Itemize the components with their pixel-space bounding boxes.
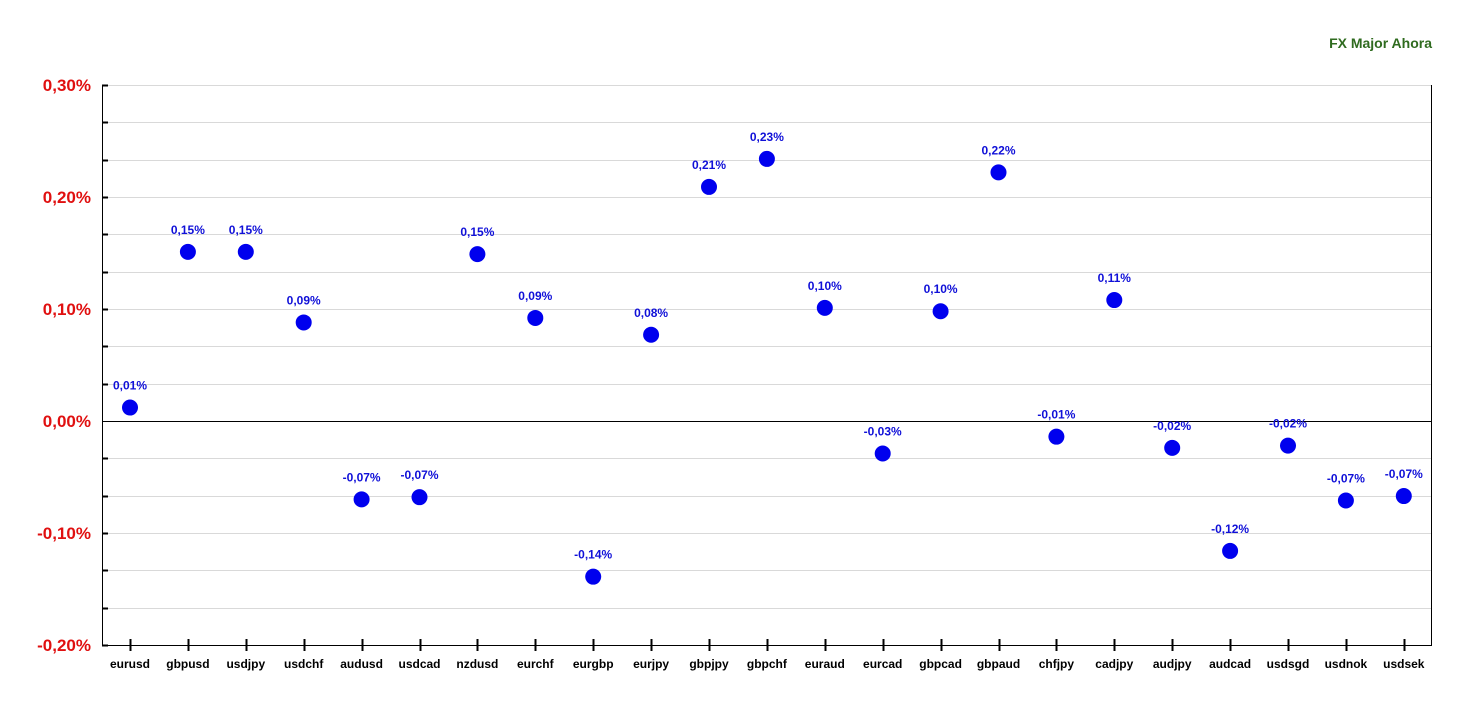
data-point [701, 178, 717, 195]
x-axis-ticks: eurusd gbpusd usdjpy usdchf audusd usdcad nzdu… [110, 639, 1425, 671]
y-tick-label: -0,10% [37, 524, 91, 543]
y-axis-ticks: 0,30% 0,20% 0,10% 0,00% -0,10% -0,20% [37, 76, 108, 655]
data-label: -0,07% [400, 468, 438, 482]
data-point [874, 445, 891, 462]
x-tick-label: nzdusd [456, 657, 498, 671]
data-point [1280, 437, 1296, 454]
data-label: -0,02% [1153, 419, 1191, 433]
data-point [1222, 542, 1239, 559]
y-tick-label: 0,10% [43, 300, 91, 319]
data-label: 0,09% [287, 293, 321, 307]
data-label: -0,07% [1327, 472, 1365, 486]
data-point [122, 399, 138, 416]
gridlines [102, 85, 1432, 646]
data-point [237, 243, 254, 260]
data-label: 0,09% [518, 289, 552, 303]
data-point [990, 164, 1007, 181]
x-tick-label: audjpy [1153, 657, 1192, 671]
data-point [585, 568, 602, 585]
x-tick-label: eurchf [517, 657, 555, 671]
x-tick-label: usdchf [284, 657, 324, 671]
data-label: -0,01% [1037, 408, 1075, 422]
data-label: -0,07% [1385, 467, 1423, 481]
data-point [179, 243, 196, 260]
data-label: 0,15% [460, 225, 494, 239]
y-tick-label: 0,30% [43, 76, 91, 95]
x-tick-label: usdnok [1325, 657, 1368, 671]
data-label: 0,11% [1098, 271, 1132, 285]
x-tick-label: usdjpy [226, 657, 265, 671]
data-label: 0,10% [808, 279, 842, 293]
x-tick-label: usdsek [1383, 657, 1425, 671]
x-tick-label: euraud [805, 657, 845, 671]
x-tick-label: gbpjpy [689, 657, 729, 671]
data-label: 0,21% [692, 158, 726, 172]
data-label: -0,14% [574, 548, 612, 562]
data-point [353, 491, 370, 508]
x-tick-label: eurjpy [633, 657, 669, 671]
x-tick-label: usdcad [398, 657, 440, 671]
data-point [411, 489, 428, 506]
data-points [122, 150, 1412, 585]
x-tick-label: eurgbp [573, 657, 614, 671]
data-label: 0,22% [981, 143, 1015, 157]
data-label: 0,15% [229, 223, 263, 237]
data-label: 0,10% [924, 282, 958, 296]
x-tick-label: gbpchf [747, 657, 788, 671]
x-tick-label: cadjpy [1095, 657, 1133, 671]
data-label: -0,03% [864, 424, 902, 438]
data-point [1048, 428, 1065, 445]
data-point [295, 314, 312, 331]
axes [102, 85, 1432, 646]
x-tick-label: audusd [340, 657, 383, 671]
x-tick-label: audcad [1209, 657, 1251, 671]
x-tick-label: gbpusd [166, 657, 209, 671]
x-tick-label: gbpaud [977, 657, 1020, 671]
data-point [1106, 292, 1123, 309]
chart-title: FX Major Ahora [1329, 35, 1432, 51]
data-label: -0,07% [343, 470, 381, 484]
x-tick-label: gbpcad [919, 657, 962, 671]
x-tick-label: chfjpy [1039, 657, 1075, 671]
data-point [758, 150, 775, 167]
data-label: 0,08% [634, 306, 668, 320]
data-point [1164, 439, 1181, 456]
data-point [932, 303, 949, 320]
data-point [816, 299, 833, 316]
data-label: -0,02% [1269, 417, 1307, 431]
data-label: 0,15% [171, 223, 205, 237]
data-label: -0,12% [1211, 522, 1249, 536]
data-point [643, 326, 660, 343]
x-tick-label: usdsgd [1267, 657, 1310, 671]
data-label: 0,23% [750, 130, 784, 144]
data-point [527, 309, 544, 326]
y-tick-label: -0,20% [37, 636, 91, 655]
x-tick-label: eurcad [863, 657, 902, 671]
data-labels: 0,01% 0,15% 0,15% 0,09% -0,07% -0,07% 0,15% 0,0… [113, 130, 1423, 562]
y-tick-label: 0,00% [43, 412, 91, 431]
data-point [1337, 492, 1354, 509]
data-label: 0,01% [113, 379, 147, 393]
x-tick-label: eurusd [110, 657, 150, 671]
data-point [469, 246, 486, 263]
y-tick-label: 0,20% [43, 188, 91, 207]
data-point [1395, 488, 1412, 505]
